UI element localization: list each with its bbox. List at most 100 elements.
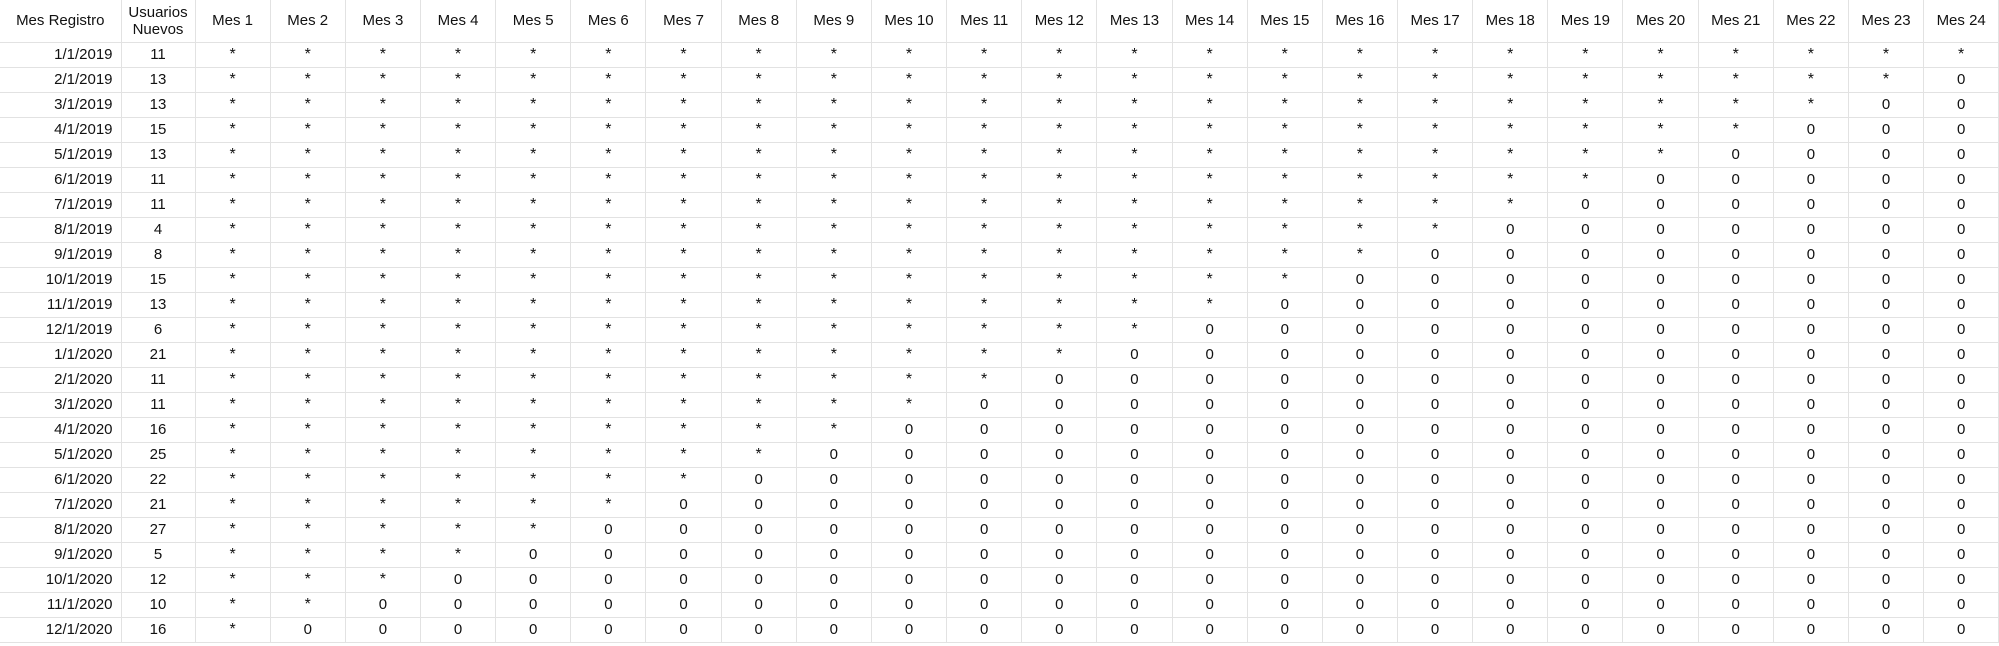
cell-mes-14-zero[interactable]: 0: [1172, 442, 1248, 468]
cell-mes-10-masked[interactable]: *: [871, 217, 948, 243]
cell-mes-3-masked[interactable]: *: [345, 217, 421, 243]
cell-mes-6-masked[interactable]: *: [570, 42, 647, 68]
cell-mes-8-masked[interactable]: *: [721, 417, 797, 443]
cell-mes-21-zero[interactable]: 0: [1698, 167, 1774, 193]
header-mes-registro[interactable]: Mes Registro: [0, 0, 122, 43]
cell-mes-19-zero[interactable]: 0: [1547, 342, 1624, 368]
cell-mes-7-masked[interactable]: *: [645, 367, 722, 393]
cell-mes-20-masked[interactable]: *: [1622, 67, 1699, 93]
cell-mes-15-zero[interactable]: 0: [1247, 517, 1323, 543]
cell-mes-5-masked[interactable]: *: [495, 217, 572, 243]
cell-mes-20-masked[interactable]: *: [1622, 92, 1699, 118]
cell-mes-4-zero[interactable]: 0: [420, 567, 497, 593]
cell-mes-15-zero[interactable]: 0: [1247, 617, 1323, 643]
cell-mes-15-masked[interactable]: *: [1247, 117, 1323, 143]
cell-mes-19-zero[interactable]: 0: [1547, 192, 1624, 218]
cell-mes-11-masked[interactable]: *: [946, 317, 1023, 343]
cell-mes-7-masked[interactable]: *: [645, 392, 722, 418]
cell-mes-17-zero[interactable]: 0: [1397, 567, 1474, 593]
header-mes-18[interactable]: Mes 18: [1472, 0, 1549, 43]
cell-mes-9-masked[interactable]: *: [796, 117, 872, 143]
cell-mes-16-masked[interactable]: *: [1322, 242, 1399, 268]
cell-mes-21-zero[interactable]: 0: [1698, 317, 1774, 343]
cell-mes-14-masked[interactable]: *: [1172, 192, 1248, 218]
cell-mes-21-masked[interactable]: *: [1698, 92, 1774, 118]
cell-mes-9-masked[interactable]: *: [796, 267, 872, 293]
cell-mes-8-masked[interactable]: *: [721, 317, 797, 343]
cell-mes-6-masked[interactable]: *: [570, 467, 647, 493]
cell-mes-15-masked[interactable]: *: [1247, 167, 1323, 193]
cell-mes-registro[interactable]: 6/1/2019: [0, 167, 122, 193]
cell-mes-4-zero[interactable]: 0: [420, 592, 497, 618]
cell-mes-3-masked[interactable]: *: [345, 342, 421, 368]
cell-mes-4-masked[interactable]: *: [420, 242, 497, 268]
cell-mes-6-zero[interactable]: 0: [570, 617, 647, 643]
cell-mes-9-masked[interactable]: *: [796, 342, 872, 368]
cell-mes-9-zero[interactable]: 0: [796, 492, 872, 518]
cell-mes-7-zero[interactable]: 0: [645, 567, 722, 593]
cell-mes-19-zero[interactable]: 0: [1547, 317, 1624, 343]
cell-mes-2-masked[interactable]: *: [270, 142, 346, 168]
cell-mes-20-masked[interactable]: *: [1622, 42, 1699, 68]
cell-mes-10-masked[interactable]: *: [871, 367, 948, 393]
cell-mes-7-masked[interactable]: *: [645, 167, 722, 193]
cell-mes-19-masked[interactable]: *: [1547, 67, 1624, 93]
cell-mes-23-zero[interactable]: 0: [1848, 117, 1925, 143]
cell-mes-21-masked[interactable]: *: [1698, 42, 1774, 68]
cell-mes-17-zero[interactable]: 0: [1397, 267, 1474, 293]
cell-mes-23-zero[interactable]: 0: [1848, 567, 1925, 593]
header-mes-5[interactable]: Mes 5: [495, 0, 572, 43]
cell-mes-18-zero[interactable]: 0: [1472, 292, 1549, 318]
cell-usuarios-nuevos[interactable]: 4: [121, 217, 196, 243]
cell-mes-17-zero[interactable]: 0: [1397, 492, 1474, 518]
cell-mes-24-zero[interactable]: 0: [1923, 242, 1999, 268]
cell-mes-17-zero[interactable]: 0: [1397, 617, 1474, 643]
cell-mes-21-zero[interactable]: 0: [1698, 142, 1774, 168]
cell-mes-2-masked[interactable]: *: [270, 367, 346, 393]
cell-mes-12-masked[interactable]: *: [1021, 92, 1098, 118]
cell-mes-23-zero[interactable]: 0: [1848, 367, 1925, 393]
header-mes-22[interactable]: Mes 22: [1773, 0, 1849, 43]
cell-mes-13-masked[interactable]: *: [1096, 267, 1173, 293]
cell-mes-15-zero[interactable]: 0: [1247, 317, 1323, 343]
cell-mes-12-zero[interactable]: 0: [1021, 492, 1098, 518]
header-mes-19[interactable]: Mes 19: [1547, 0, 1624, 43]
cell-mes-18-zero[interactable]: 0: [1472, 442, 1549, 468]
cell-mes-5-masked[interactable]: *: [495, 317, 572, 343]
cell-mes-1-masked[interactable]: *: [195, 617, 271, 643]
header-mes-2[interactable]: Mes 2: [270, 0, 346, 43]
cell-mes-24-zero[interactable]: 0: [1923, 442, 1999, 468]
cell-mes-4-masked[interactable]: *: [420, 392, 497, 418]
cell-mes-7-zero[interactable]: 0: [645, 517, 722, 543]
cell-mes-8-zero[interactable]: 0: [721, 467, 797, 493]
cell-mes-14-zero[interactable]: 0: [1172, 592, 1248, 618]
cell-mes-10-masked[interactable]: *: [871, 392, 948, 418]
cell-mes-8-masked[interactable]: *: [721, 242, 797, 268]
cell-mes-12-zero[interactable]: 0: [1021, 467, 1098, 493]
cell-mes-20-zero[interactable]: 0: [1622, 217, 1699, 243]
cell-mes-2-masked[interactable]: *: [270, 192, 346, 218]
cell-mes-22-zero[interactable]: 0: [1773, 467, 1849, 493]
cell-mes-8-masked[interactable]: *: [721, 367, 797, 393]
cell-mes-24-zero[interactable]: 0: [1923, 542, 1999, 568]
cell-mes-11-zero[interactable]: 0: [946, 542, 1023, 568]
cell-mes-registro[interactable]: 1/1/2020: [0, 342, 122, 368]
cell-usuarios-nuevos[interactable]: 21: [121, 492, 196, 518]
cell-mes-2-masked[interactable]: *: [270, 517, 346, 543]
cell-mes-7-masked[interactable]: *: [645, 217, 722, 243]
cell-mes-1-masked[interactable]: *: [195, 117, 271, 143]
cell-mes-5-masked[interactable]: *: [495, 342, 572, 368]
cell-mes-23-zero[interactable]: 0: [1848, 342, 1925, 368]
cell-mes-18-masked[interactable]: *: [1472, 167, 1549, 193]
cell-mes-12-masked[interactable]: *: [1021, 142, 1098, 168]
cell-mes-24-zero[interactable]: 0: [1923, 267, 1999, 293]
cell-mes-3-masked[interactable]: *: [345, 517, 421, 543]
cell-mes-5-masked[interactable]: *: [495, 417, 572, 443]
cell-mes-16-zero[interactable]: 0: [1322, 367, 1399, 393]
cell-usuarios-nuevos[interactable]: 6: [121, 317, 196, 343]
cell-mes-6-zero[interactable]: 0: [570, 567, 647, 593]
cell-mes-1-masked[interactable]: *: [195, 142, 271, 168]
cell-mes-12-zero[interactable]: 0: [1021, 542, 1098, 568]
cell-mes-1-masked[interactable]: *: [195, 267, 271, 293]
cell-mes-23-zero[interactable]: 0: [1848, 517, 1925, 543]
